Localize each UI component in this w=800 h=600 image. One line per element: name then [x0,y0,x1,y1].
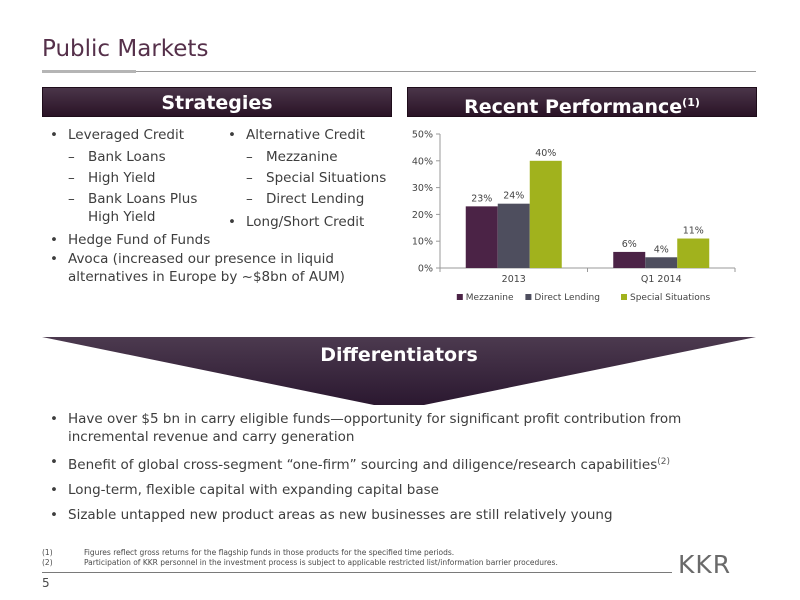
footnote-number: (1) [42,548,53,557]
bar-data-label: 11% [683,226,704,237]
page-title: Public Markets [42,36,209,62]
differentiator-item: Have over $5 bn in carry eligible funds—… [50,410,750,446]
legend-swatch [621,294,627,300]
strategy-item: Alternative Credit [228,126,398,144]
differentiator-item: Long-term, flexible capital with expandi… [50,481,750,499]
bar [613,251,646,268]
performance-header: Recent Performance(1) [407,87,757,118]
differentiator-item: Benefit of global cross-segment “one-fir… [50,453,750,474]
strategy-item: Hedge Fund of Funds [50,231,230,249]
y-tick-label: 10% [412,237,433,248]
strategy-subitem: High Yield [50,169,230,187]
footnote-text: Figures reflect gross returns for the fl… [84,548,455,557]
strategy-subitem: Direct Lending [228,190,398,208]
footnote: (2) Participation of KKR personnel in th… [42,558,558,568]
strategy-item: Avoca (increased our presence in liquid … [50,250,390,286]
strategies-column-2: Alternative Credit Mezzanine Special Sit… [228,126,398,235]
bar-data-label: 6% [622,239,637,250]
title-divider-accent [42,70,136,73]
strategy-subitem: Bank Loans Plus High Yield [50,190,230,226]
differentiators-header: Differentiators [320,344,478,366]
y-tick-label: 50% [412,130,433,141]
strategies-header-label: Strategies [161,92,273,114]
x-tick-label: Q1 2014 [641,274,682,285]
differentiator-footnote-ref: (2) [657,457,671,467]
performance-footnote-ref: (1) [682,96,700,109]
bar-data-label: 40% [535,148,556,159]
footer-divider [42,572,672,573]
strategy-subitem: Bank Loans [50,148,230,166]
y-tick-label: 20% [412,210,433,221]
strategy-subitem: Special Situations [228,169,398,187]
footnotes: (1) Figures reflect gross returns for th… [42,548,558,568]
legend-label: Direct Lending [534,293,600,303]
strategies-header: Strategies [42,87,392,117]
performance-header-label: Recent Performance [464,96,683,118]
footnote-number: (2) [42,558,53,567]
strategy-item: Long/Short Credit [228,213,398,231]
legend-swatch [456,294,463,300]
bar [465,206,498,268]
legend-label: Special Situations [630,293,710,303]
bar-data-label: 23% [471,193,492,204]
strategy-item: Leveraged Credit [50,126,230,144]
bar [497,203,530,268]
performance-chart: 0% 10% 20% 30% 40% 50% 23% 24% 40% 2013 6% 4% 11% Q1 … [412,130,736,303]
strategies-column-1: Leveraged Credit Bank Loans High Yield B… [50,126,230,253]
differentiators-list: Have over $5 bn in carry eligible funds—… [50,410,750,531]
bar-data-label: 24% [503,191,524,202]
y-tick-label: 30% [412,183,433,194]
y-tick-label: 0% [418,264,433,275]
y-tick-label: 40% [412,156,433,167]
legend-swatch [525,294,532,300]
strategy-subitem: Mezzanine [228,148,398,166]
bar [645,257,678,268]
footnote: (1) Figures reflect gross returns for th… [42,548,558,558]
footnote-text: Participation of KKR personnel in the in… [84,558,558,567]
differentiators-banner [42,337,756,405]
title-divider [42,71,756,72]
x-tick-label: 2013 [502,274,526,285]
bar-data-label: 4% [654,244,669,255]
bar [677,238,710,268]
kkr-logo: KKR [678,550,732,579]
legend-label: Mezzanine [466,293,514,303]
differentiator-text: Benefit of global cross-segment “one-fir… [68,457,658,473]
bar [529,160,562,268]
differentiator-item: Sizable untapped new product areas as ne… [50,506,750,524]
strategies-full-width: Avoca (increased our presence in liquid … [50,250,390,290]
page-number: 5 [42,576,50,590]
